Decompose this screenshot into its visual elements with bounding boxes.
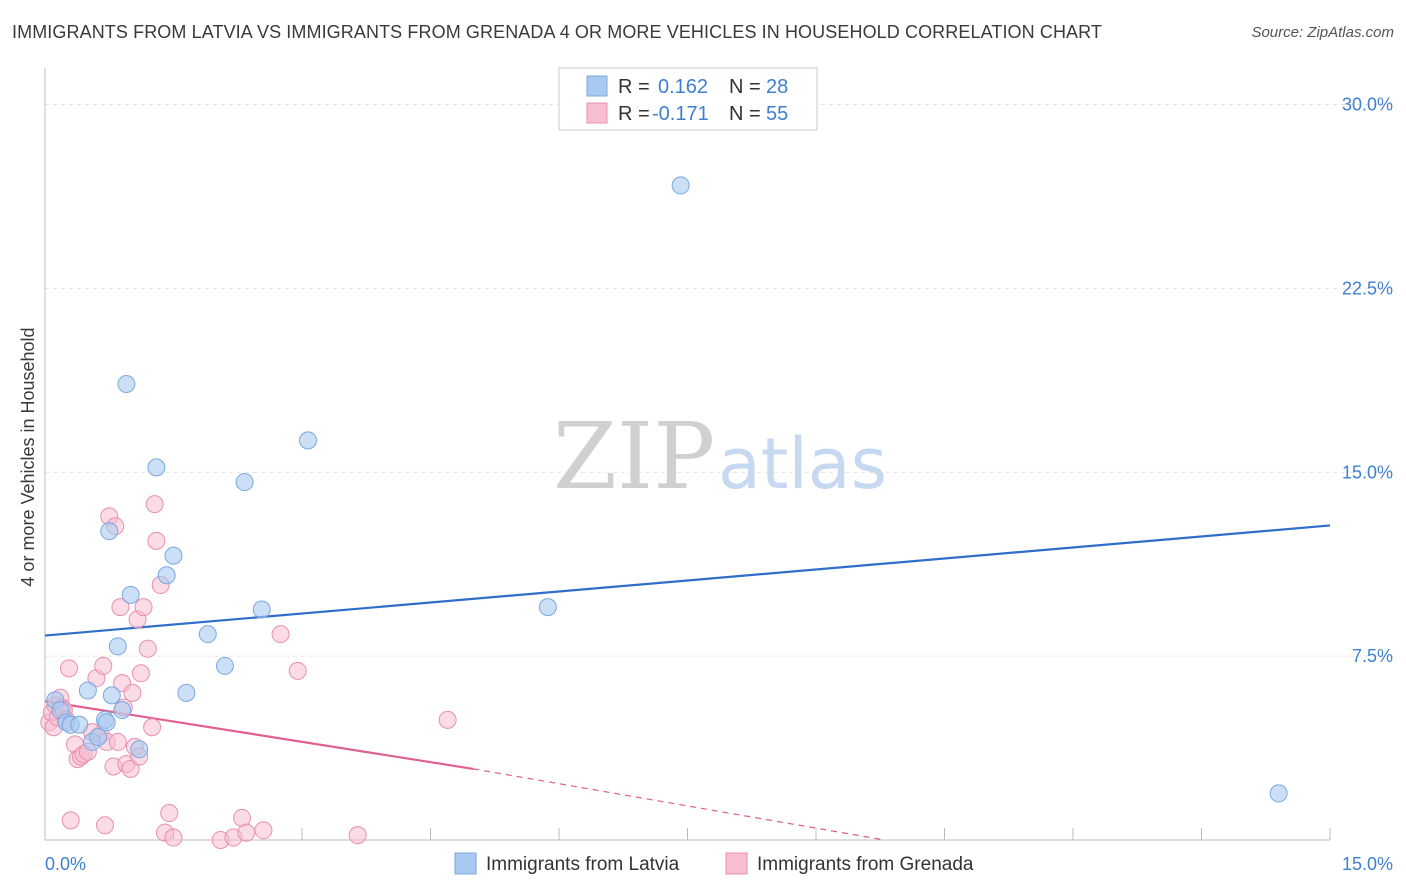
point-grenada-32: [123, 683, 142, 702]
grid-layer: [45, 104, 1392, 657]
point-latvia-22: [215, 656, 234, 675]
x-tick-label-1: 15.0%: [1342, 854, 1393, 874]
point-grenada-31: [121, 759, 140, 778]
legend-n-value-1: 28: [766, 76, 788, 98]
point-grenada-52: [288, 661, 307, 680]
y-tick-label-3: 30.0%: [1342, 95, 1393, 115]
point-grenada-38: [138, 639, 157, 658]
point-grenada-49: [237, 823, 256, 842]
y-tick-label-2: 22.5%: [1342, 278, 1393, 298]
point-grenada-41: [147, 531, 166, 550]
point-latvia-21: [198, 625, 217, 644]
point-latvia-12: [108, 637, 127, 656]
legend-r-label-1: R =: [618, 76, 650, 98]
y-axis-label: 4 or more Vehicles in Household: [18, 327, 38, 586]
legend-swatch-grenada: [586, 102, 608, 124]
watermark: ZIP atlas: [553, 403, 887, 510]
x-tick-label-0: 0.0%: [45, 854, 86, 874]
point-grenada-39: [143, 718, 162, 737]
y-tick-label-1: 15.0%: [1342, 462, 1393, 482]
point-grenada-53: [348, 826, 367, 845]
point-grenada-10: [61, 811, 80, 830]
watermark-zip: ZIP: [553, 403, 715, 510]
legend-r-value-2: -0.171: [652, 103, 709, 125]
trend-layer: [44, 524, 1331, 841]
bottom-legend-swatch-latvia: [454, 852, 477, 875]
y-tick-labels: 7.5% 15.0% 22.5% 30.0%: [1342, 95, 1393, 667]
legend-swatch-latvia: [586, 75, 608, 97]
point-grenada-21: [95, 816, 114, 835]
point-latvia-24: [252, 600, 271, 619]
legend-r-label-2: R =: [618, 103, 650, 125]
point-latvia-13: [113, 701, 132, 720]
point-latvia-7: [89, 728, 108, 747]
series-legend: Immigrants from Latvia Immigrants from G…: [454, 852, 974, 875]
point-latvia-4: [70, 715, 89, 734]
point-grenada-36: [131, 664, 150, 683]
chart-source: Source: ZipAtlas.com: [1251, 24, 1394, 41]
point-grenada-26: [108, 732, 127, 751]
point-grenada-50: [254, 821, 273, 840]
point-grenada-20: [94, 656, 113, 675]
point-latvia-11: [102, 686, 121, 705]
x-tick-labels: 0.0% 15.0%: [45, 854, 1393, 874]
y-tick-label-0: 7.5%: [1352, 646, 1393, 666]
point-latvia-28: [1269, 784, 1288, 803]
legend-n-label-2: N =: [729, 103, 761, 125]
point-grenada-54: [438, 710, 457, 729]
point-latvia-18: [157, 566, 176, 585]
legend-r-value-1: 0.162: [658, 76, 708, 98]
bottom-legend-label-latvia: Immigrants from Latvia: [486, 854, 680, 875]
point-latvia-26: [538, 598, 557, 617]
point-latvia-23: [235, 473, 254, 492]
point-latvia-15: [121, 585, 140, 604]
legend-n-value-2: 55: [766, 103, 788, 125]
bottom-legend-label-grenada: Immigrants from Grenada: [757, 854, 974, 875]
watermark-atlas: atlas: [718, 423, 887, 505]
point-grenada-40: [145, 495, 164, 514]
point-latvia-27: [671, 176, 690, 195]
trendline-grenada-extrapolated: [473, 768, 885, 841]
point-latvia-19: [164, 546, 183, 565]
correlation-legend: R = 0.162 N = 28 R = -0.171 N = 55: [558, 67, 818, 131]
bottom-legend-swatch-grenada: [725, 852, 748, 875]
point-grenada-37: [134, 598, 153, 617]
legend-n-label-1: N =: [729, 76, 761, 98]
point-latvia-14: [117, 375, 136, 393]
trendline-latvia: [44, 524, 1331, 637]
point-latvia-9: [100, 522, 119, 541]
point-latvia-5: [78, 681, 97, 700]
point-grenada-45: [164, 828, 183, 847]
point-grenada-44: [160, 804, 179, 823]
point-latvia-16: [130, 740, 149, 759]
point-latvia-17: [147, 458, 166, 477]
point-latvia-10: [97, 713, 116, 732]
point-grenada-51: [271, 625, 290, 644]
point-latvia-20: [177, 683, 196, 702]
points-layer: [40, 176, 1288, 849]
point-latvia-25: [298, 431, 317, 450]
point-grenada-9: [59, 659, 78, 678]
chart-title: IMMIGRANTS FROM LATVIA VS IMMIGRANTS FRO…: [12, 22, 1103, 42]
point-grenada-27: [111, 598, 130, 617]
